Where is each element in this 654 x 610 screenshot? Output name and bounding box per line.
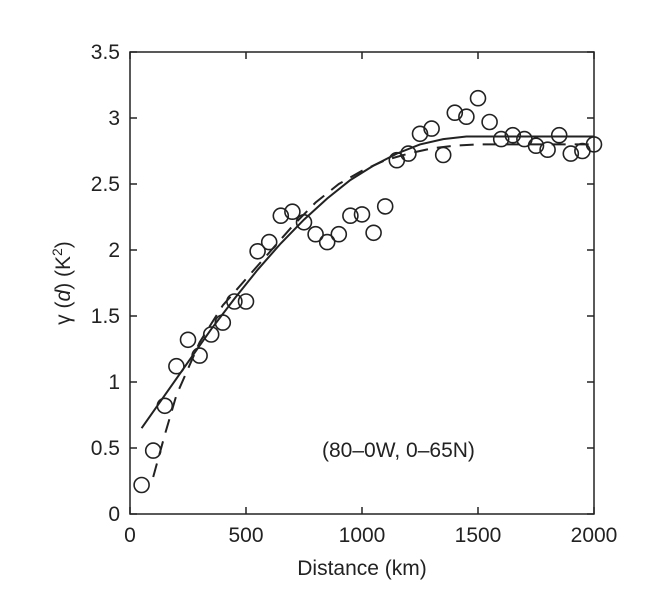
data-point: [353, 206, 371, 223]
x-axis-label: Distance (km): [297, 557, 427, 580]
data-point: [214, 314, 232, 331]
data-point: [179, 331, 197, 349]
data-point: [423, 120, 440, 137]
axis-ticks: [129, 51, 595, 515]
x-tick-label: 500: [228, 524, 263, 547]
data-point: [469, 89, 487, 107]
data-point: [249, 243, 266, 260]
data-point: [492, 130, 510, 148]
y-tick-label: 0: [108, 503, 120, 526]
data-point: [168, 357, 185, 375]
y-tick-label: 3.5: [91, 41, 120, 64]
data-point: [284, 203, 301, 220]
data-point: [458, 108, 475, 125]
data-point: [156, 397, 174, 415]
region-annotation: (80–0W, 0–65N): [322, 439, 475, 462]
data-point: [400, 145, 417, 162]
y-tick-label: 2.5: [91, 173, 120, 196]
data-point: [330, 225, 348, 243]
data-points: [133, 89, 603, 494]
data-point: [202, 326, 220, 343]
data-point: [434, 146, 452, 164]
data-point: [585, 136, 603, 153]
data-point: [481, 113, 498, 131]
data-point: [237, 293, 255, 310]
x-tick-label: 1000: [339, 524, 386, 547]
solid-fit-line: [140, 135, 594, 429]
y-axis-label-end: ): [52, 241, 75, 248]
data-point: [342, 207, 359, 224]
y-axis-label-d: d: [52, 288, 75, 301]
data-point: [562, 145, 580, 162]
fit-curves: [140, 135, 594, 478]
data-point: [411, 125, 429, 143]
data-point: [133, 476, 150, 494]
dashed-fit-line: [152, 143, 594, 478]
y-tick-label: 1.5: [91, 305, 120, 328]
y-tick-label: 2: [108, 239, 120, 262]
tick-labels: 0 500 1000 1500 2000 0 0.5 1 1.5 2 2.5 3 3.5: [91, 41, 618, 547]
data-point: [295, 214, 313, 231]
data-point: [388, 151, 406, 169]
data-point: [527, 137, 545, 154]
data-point: [307, 225, 324, 243]
x-tick-label: 2000: [571, 524, 618, 547]
y-tick-label: 3: [108, 107, 120, 130]
y-tick-label: 1: [108, 371, 120, 394]
data-point: [504, 126, 522, 144]
y-axis-label-sup: 2: [49, 248, 65, 256]
data-point: [226, 293, 243, 310]
x-tick-label: 0: [124, 524, 136, 547]
data-point: [260, 233, 278, 251]
y-tick-label: 0.5: [91, 437, 120, 460]
data-point: [550, 126, 568, 144]
x-tick-label: 1500: [455, 524, 502, 547]
data-point: [191, 347, 208, 364]
y-axis-label-unit: ) (K: [52, 256, 75, 290]
data-point: [376, 198, 394, 215]
y-axis-label: γ (d) (K2): [49, 241, 75, 325]
data-point: [318, 233, 336, 251]
data-point: [144, 442, 162, 459]
data-point: [446, 104, 464, 121]
data-point: [272, 207, 290, 224]
data-point: [365, 224, 382, 242]
y-axis-label-gamma: γ (: [52, 301, 75, 324]
data-point: [539, 141, 556, 158]
